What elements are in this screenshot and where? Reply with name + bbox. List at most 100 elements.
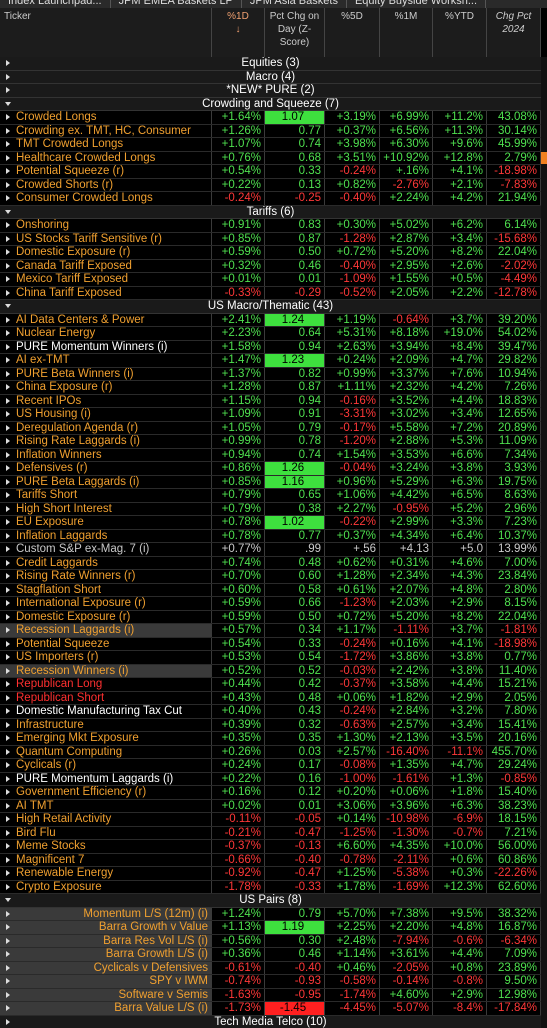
table-row[interactable]: Rising Rate Winners (r) +0.70% 0.60 +1.28% +… [0, 570, 541, 584]
table-row[interactable]: Canada Tariff Exposed +0.32% 0.46 -0.40% +2.… [0, 259, 541, 273]
expand-arrow[interactable] [6, 1018, 10, 1025]
table-row[interactable]: Meme Stocks -0.37% -0.13 +6.60% +4.35% +10.0%… [0, 840, 541, 854]
table-row[interactable]: Potential Squeeze (r) +0.54% 0.33 -0.24% +.1… [0, 165, 541, 179]
table-row[interactable]: PURE Momentum Laggards (i) +0.22% 0.16 -1.0… [0, 772, 541, 786]
row-arrow [6, 816, 10, 822]
group-header[interactable]: Equities (3) [0, 57, 541, 71]
table-row[interactable]: Consumer Crowded Longs -0.24% -0.25 -0.40% +… [0, 192, 541, 206]
table-row[interactable]: Crowded Longs +1.64% 1.07 +3.19% +6.99% +11.2… [0, 111, 541, 125]
table-row[interactable]: Domestic Manufacturing Tax Cut +0.40% 0.43… [0, 705, 541, 719]
table-row[interactable]: US Importers (r) +0.53% 0.54 -1.72% +3.86% +3… [0, 651, 541, 665]
table-row[interactable]: Custom S&P ex-Mag. 7 (i) +0.77% .99 +.56 +4.… [0, 543, 541, 557]
table-row[interactable]: Credit Laggards +0.74% 0.48 +0.62% +0.31% +4.… [0, 556, 541, 570]
value-cell: +5.2% [433, 502, 487, 515]
table-row[interactable]: Crowding ex. TMT, HC, Consumer +1.26% 0.77… [0, 124, 541, 138]
table-row[interactable]: Bird Flu -0.21% -0.47 -1.25% -1.30% -0.7% 7.21… [0, 826, 541, 840]
table-row[interactable]: Renewable Energy -0.92% -0.47 +1.25% -5.38% +… [0, 867, 541, 881]
expand-arrow[interactable] [6, 73, 10, 80]
table-row[interactable]: PURE Momentum Winners (i) +1.58% 0.94 +2.63… [0, 340, 541, 354]
expand-arrow[interactable] [6, 87, 10, 93]
table-row[interactable]: Magnificent 7 -0.66% -0.40 -0.78% -2.11% +0.6… [0, 853, 541, 867]
table-row[interactable]: Cyclicals v Defensives -0.61% -0.40 +0.46% -… [0, 961, 541, 975]
table-row[interactable]: Domestic Exposure (r) +0.59% 0.50 +0.72% +5.… [0, 610, 541, 624]
column-header[interactable]: %5D [325, 8, 380, 57]
table-row[interactable]: International Exposure (r) +0.59% 0.66 -1.2… [0, 597, 541, 611]
group-header[interactable]: Crowding and Squeeze (7) [0, 97, 541, 111]
value-cell: +0.78% [212, 529, 265, 542]
table-row[interactable]: Tariffs Short +0.79% 0.65 +1.06% +4.42% +6.5%… [0, 489, 541, 503]
expand-arrow[interactable] [5, 898, 11, 902]
expand-arrow[interactable] [5, 101, 11, 106]
column-header[interactable]: %YTD [433, 8, 487, 57]
tab[interactable]: Index Launchpad... [0, 0, 111, 8]
table-row[interactable]: Government Efficiency (r) +0.16% 0.12 +0.20… [0, 786, 541, 800]
expand-arrow[interactable] [5, 209, 11, 214]
group-header[interactable]: Macro (4) [0, 70, 541, 84]
table-row[interactable]: Crowded Shorts (r) +0.22% 0.13 +0.82% -2.76%… [0, 178, 541, 192]
column-header[interactable]: Pct Chg on Day (Z- Score) [265, 8, 325, 57]
column-header[interactable]: Ticker [0, 8, 212, 57]
group-header[interactable]: US Macro/Thematic (43) [0, 300, 541, 314]
table-row[interactable]: Barra Res Vol L/S (i) +0.56% 0.30 +2.48% -7.… [0, 934, 541, 948]
table-row[interactable]: Republican Long +0.44% 0.42 -0.37% +3.58% +4.… [0, 678, 541, 692]
table-row[interactable]: Potential Squeeze +0.54% 0.33 -0.24% +0.16% +… [0, 637, 541, 651]
column-header[interactable]: %1D ↓ [212, 8, 265, 57]
table-row[interactable]: Infrastructure +0.39% 0.32 -0.63% +2.57% +3.4… [0, 718, 541, 732]
expand-arrow[interactable] [6, 60, 10, 66]
table-row[interactable]: Recent IPOs +1.15% 0.94 -0.16% +3.52% +4.4% 18… [0, 394, 541, 408]
value-cell: +10.0% [433, 840, 487, 853]
table-row[interactable]: Recession Winners (i) +0.52% 0.52 -0.03% +2.… [0, 664, 541, 678]
table-row[interactable]: China Exposure (r) +1.28% 0.87 +1.11% +2.32%… [0, 381, 541, 395]
table-row[interactable]: Deregulation Agenda (r) +1.05% 0.79 -0.17% +… [0, 421, 541, 435]
tab[interactable]: Equity Buyside Worksh... [347, 0, 487, 8]
table-row[interactable]: Defensives (r) +0.86% 1.26 -0.04% +3.24% +3.8… [0, 462, 541, 476]
value-cell: +2.1% [433, 178, 487, 191]
table-row[interactable]: Mexico Tariff Exposed +0.01% 0.01 -1.09% +1.… [0, 273, 541, 287]
group-header[interactable]: Tariffs (6) [0, 205, 541, 219]
table-row[interactable]: High Short Interest +0.79% 0.38 +2.27% -0.95… [0, 502, 541, 516]
column-header[interactable]: Chg Pct 2024 [487, 8, 541, 57]
table-row[interactable]: Barra Growth L/S (i) +0.36% 0.46 +1.14% +3.6… [0, 948, 541, 962]
table-row[interactable]: Healthcare Crowded Longs +0.76% 0.68 +3.51%… [0, 151, 541, 165]
tab[interactable]: JPM EMEA Baskets LP [111, 0, 242, 8]
group-header[interactable]: US Pairs (8) [0, 894, 541, 908]
table-row[interactable]: Crypto Exposure -1.78% -0.33 +1.78% -1.69% +1… [0, 880, 541, 894]
expand-arrow[interactable] [5, 304, 11, 308]
table-row[interactable]: Emerging Mkt Exposure +0.35% 0.35 +1.30% +2.… [0, 732, 541, 746]
scrollbar[interactable] [541, 57, 547, 1028]
table-row[interactable]: Republican Short +0.43% 0.48 +0.06% +1.82% +2… [0, 691, 541, 705]
group-header[interactable]: Tech Media Telco (10) [0, 1015, 541, 1028]
table-row[interactable]: China Tariff Exposed -0.33% -0.29 -0.52% +2.… [0, 286, 541, 300]
tab[interactable]: JPM Asia Baskets [242, 0, 347, 8]
table-row[interactable]: AI TMT +0.02% 0.01 +3.06% +3.96% +6.3% 38.23% [0, 799, 541, 813]
table-row[interactable]: US Housing (i) +1.09% 0.91 -3.31% +3.02% +3.4… [0, 408, 541, 422]
table-row[interactable]: PURE Beta Laggards (i) +0.85% 1.16 +0.96% +5… [0, 475, 541, 489]
table-row[interactable]: Cyclicals (r) +0.24% 0.17 -0.08% +1.35% +4.7%… [0, 759, 541, 773]
ticker-name: Government Efficiency (r) [0, 786, 212, 799]
table-row[interactable]: EU Exposure +0.78% 1.02 -0.22% +2.99% +3.3% 7.… [0, 516, 541, 530]
table-row[interactable]: Inflation Laggards +0.78% 0.77 +0.37% +4.34%… [0, 529, 541, 543]
table-row[interactable]: Momentum L/S (12m) (i) +1.24% 0.79 +5.70% +7… [0, 907, 541, 921]
table-row[interactable]: AI Data Centers & Power +2.41% 1.24 +1.19% -… [0, 313, 541, 327]
table-row[interactable]: Barra Value L/S (i) -1.73% -1.45 -4.45% -5.0… [0, 1002, 541, 1016]
table-row[interactable]: US Stocks Tariff Sensitive (r) +0.85% 0.87… [0, 232, 541, 246]
table-row[interactable]: Barra Growth v Value +1.13% 1.19 +2.25% +2.2… [0, 921, 541, 935]
group-header[interactable]: *NEW* PURE (2) [0, 84, 541, 98]
table-row[interactable]: Nuclear Energy +2.23% 0.64 +5.31% +8.18% +19.… [0, 327, 541, 341]
table-row[interactable]: Inflation Winners +0.94% 0.74 +1.54% +3.53% +… [0, 448, 541, 462]
ticker-text: Consumer Crowded Longs [16, 192, 153, 204]
table-row[interactable]: Stagflation Short +0.60% 0.58 +0.61% +2.07% +… [0, 583, 541, 597]
table-row[interactable]: AI ex-TMT +1.47% 1.23 +0.24% +2.09% +4.7% 29.8… [0, 354, 541, 368]
table-row[interactable]: Recession Laggards (i) +0.57% 0.34 +1.17% -1… [0, 624, 541, 638]
table-row[interactable]: Onshoring +0.91% 0.83 +0.30% +5.02% +6.2% 6.14… [0, 219, 541, 233]
table-row[interactable]: High Retail Activity -0.11% -0.05 +0.14% -10… [0, 813, 541, 827]
table-row[interactable]: TMT Crowded Longs +1.07% 0.74 +3.98% +6.30% +… [0, 138, 541, 152]
table-row[interactable]: Quantum Computing +0.26% 0.03 +2.57% -16.40%… [0, 745, 541, 759]
table-row[interactable]: Rising Rate Laggards (i) +0.99% 0.78 -1.20%… [0, 435, 541, 449]
value-cell: 23.84% [487, 570, 541, 583]
table-row[interactable]: Domestic Exposure (r) +0.59% 0.50 +0.72% +5.… [0, 246, 541, 260]
table-row[interactable]: Software v Semis -1.63% -0.95 -1.74% +4.60% +… [0, 988, 541, 1002]
table-row[interactable]: SPY v IWM -0.74% -0.93 -0.58% -0.14% -0.8% 9.5… [0, 975, 541, 989]
column-header[interactable]: %1M [380, 8, 433, 57]
table-row[interactable]: PURE Beta Winners (i) +1.37% 0.82 +0.99% +3.… [0, 367, 541, 381]
